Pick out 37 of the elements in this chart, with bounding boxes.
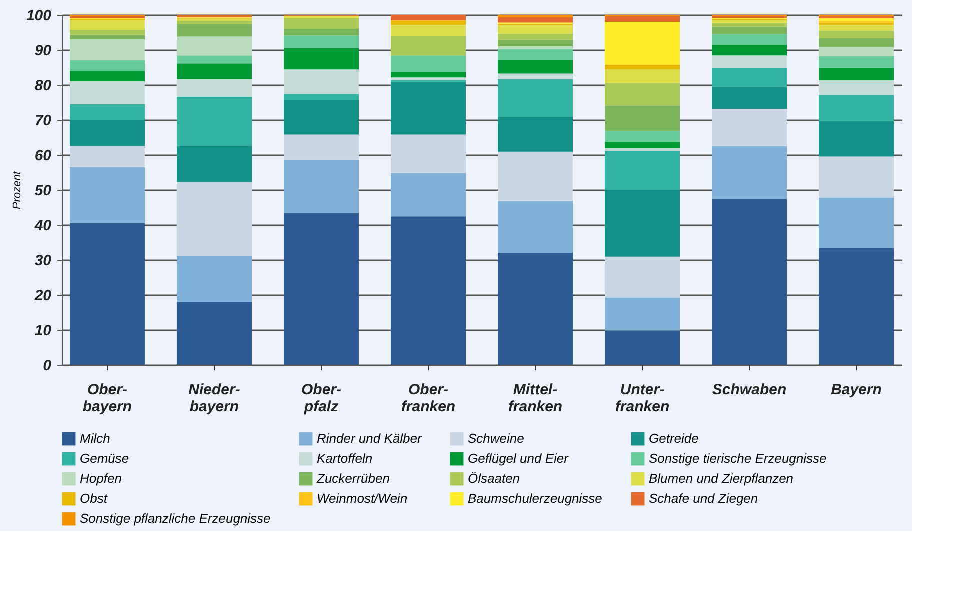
legend-label: Gemüse — [80, 451, 130, 466]
x-tick-label: Bayern — [831, 382, 882, 398]
legend-label: Obst — [80, 491, 109, 506]
x-tick-label: Mittel- franken — [508, 382, 563, 416]
legend-label: Rinder und Kälber — [317, 431, 422, 446]
y-axis-title: Prozent — [11, 170, 24, 210]
y-tick-label: 60 — [34, 148, 52, 164]
legend-label: Schweine — [468, 431, 524, 446]
y-tick-label: 40 — [34, 218, 52, 234]
x-tick-label: Nieder- bayern — [188, 382, 240, 416]
y-tick-label: 100 — [26, 8, 52, 24]
y-tick-label: 70 — [34, 112, 52, 130]
x-tick-label: Ober- pfalz — [301, 382, 342, 416]
y-tick-label: 90 — [34, 42, 52, 60]
legend-label: Geflügel und Eier — [468, 451, 570, 466]
y-tick-label: 50 — [34, 182, 52, 200]
legend-label: Baumschulerzeugnisse — [468, 491, 602, 506]
legend-label: Sonstige pflanzliche Erzeugnisse — [80, 511, 271, 526]
x-tick-label: Unter- franken — [615, 382, 670, 416]
legend-label: Getreide — [649, 431, 699, 446]
legend-label: Blumen und Zierpflanzen — [649, 471, 794, 486]
x-tick-label: Ober- bayern — [82, 382, 132, 416]
legend-label: Schafe und Ziegen — [649, 491, 758, 506]
y-tick-label: 20 — [34, 288, 52, 304]
legend-label: Milch — [80, 431, 110, 446]
y-tick-label: 10 — [34, 322, 52, 340]
y-tick-label: 80 — [34, 78, 52, 94]
legend-label: Kartoffeln — [317, 451, 373, 466]
legend-label: Sonstige tierische Erzeugnisse — [649, 451, 827, 466]
legend-label: Hopfen — [80, 471, 122, 486]
x-tick-label: Ober- franken — [401, 382, 456, 416]
x-tick-label: Schwaben — [712, 382, 787, 398]
y-tick-label: 0 — [43, 358, 52, 374]
legend-label: Zuckerrüben — [316, 471, 390, 486]
legend-label: Weinmost/Wein — [317, 491, 408, 506]
y-tick-label: 30 — [34, 252, 52, 270]
legend-label: Ölsaaten — [468, 471, 520, 486]
